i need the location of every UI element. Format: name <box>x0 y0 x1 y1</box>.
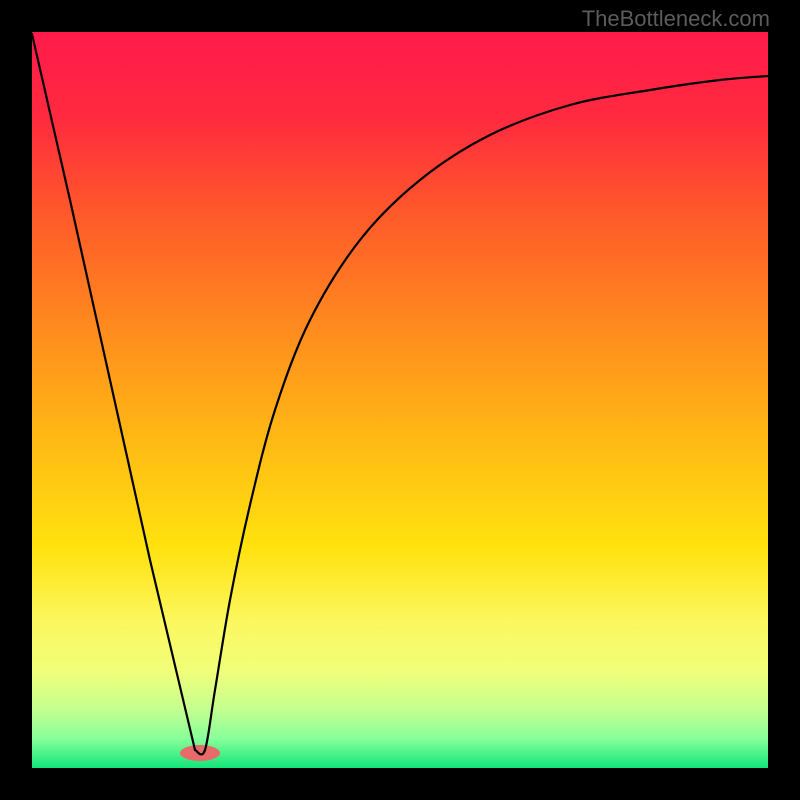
plot-area <box>32 32 768 768</box>
curve-overlay <box>32 32 768 768</box>
bottleneck-curve-left <box>32 34 195 750</box>
bottleneck-chart: TheBottleneck.com <box>0 0 800 800</box>
source-watermark: TheBottleneck.com <box>582 6 770 32</box>
bottleneck-curve-right <box>195 76 768 754</box>
